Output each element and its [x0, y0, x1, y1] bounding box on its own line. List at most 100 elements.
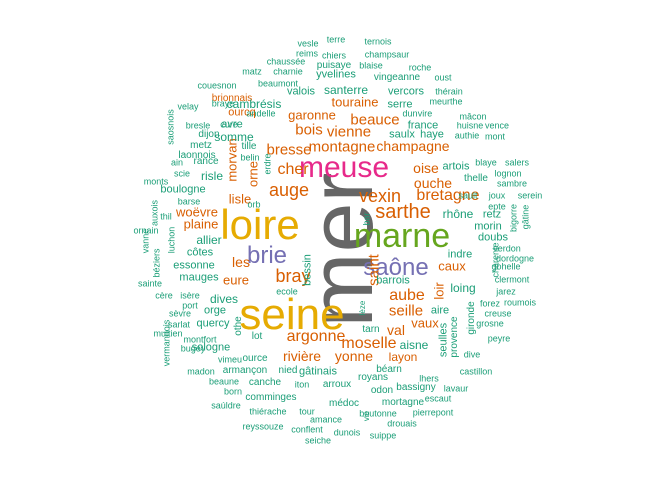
word: castillon: [459, 366, 493, 377]
word: meurthe: [429, 96, 463, 107]
word: reims: [296, 48, 318, 59]
word: vie: [362, 410, 371, 422]
word: bessin: [301, 254, 314, 286]
word: bresse: [266, 141, 312, 159]
word: oust: [434, 72, 452, 83]
word: clermont: [494, 274, 530, 285]
word: cère: [155, 290, 173, 301]
word: médoc: [328, 398, 360, 409]
word: vesle: [297, 38, 319, 49]
word: huisne: [456, 120, 484, 131]
word: orb: [247, 199, 261, 210]
word: reyssouze: [242, 421, 284, 432]
word: charnie: [273, 66, 303, 77]
word: eure: [222, 272, 250, 288]
word: lot: [251, 331, 263, 342]
word: aisne: [399, 338, 429, 352]
word: bray: [275, 266, 311, 286]
word: saône: [363, 254, 429, 281]
word: indre: [447, 248, 473, 261]
word: laonnois: [178, 150, 216, 161]
word: barrois: [376, 274, 410, 287]
word: rance: [193, 156, 219, 167]
word: peyre: [487, 333, 511, 344]
word: amance: [309, 414, 343, 425]
word: bretagne: [416, 187, 480, 204]
word: iton: [294, 379, 310, 390]
word: morvan: [224, 138, 240, 182]
word: retz: [482, 208, 502, 221]
word: sarthe: [375, 201, 431, 223]
word: couesnon: [197, 80, 237, 91]
word: haye: [420, 128, 444, 141]
word: doubs: [478, 231, 508, 244]
word: gironde: [466, 301, 477, 335]
word: avre: [221, 118, 243, 131]
word: mortagne: [381, 397, 425, 408]
word: charente: [490, 242, 501, 278]
word: monts: [143, 176, 169, 187]
word: artois: [442, 160, 470, 173]
word: forez: [479, 298, 501, 309]
word: bresle: [185, 120, 211, 131]
word: lognon: [494, 168, 522, 179]
word: vaux: [411, 315, 439, 331]
word: beaumont: [257, 78, 299, 89]
word: blaise: [359, 60, 383, 71]
word: chiers: [321, 50, 347, 61]
word: armançon: [222, 365, 268, 376]
word: boulogne: [160, 183, 206, 196]
word: serre: [387, 98, 413, 111]
word: ornain: [133, 225, 159, 236]
word: nied: [278, 365, 298, 376]
word: yvelines: [316, 68, 356, 81]
word: drouais: [387, 418, 417, 429]
word: france: [407, 119, 439, 132]
word: santerre: [323, 83, 369, 97]
word: belin: [240, 152, 260, 163]
word: seulles: [437, 322, 450, 358]
word: caux: [438, 258, 466, 274]
word: creuse: [484, 308, 512, 319]
word: seille: [388, 302, 424, 320]
word: arroux: [322, 379, 352, 390]
word: royans: [357, 372, 389, 383]
word: comminges: [245, 392, 297, 403]
word: allier: [196, 233, 222, 247]
word: vermandois: [161, 319, 172, 367]
word: sainte: [137, 278, 163, 289]
word: lisle: [228, 191, 252, 207]
word: touraine: [331, 94, 379, 110]
word: cher: [277, 161, 309, 178]
word: gâtinais: [299, 365, 337, 378]
word: isère: [180, 290, 200, 301]
word: roche: [408, 62, 432, 73]
word: auxois: [149, 199, 160, 227]
word: othe: [233, 316, 244, 336]
word: mauges: [179, 271, 219, 284]
word: béziers: [151, 248, 162, 278]
word: vienne: [326, 123, 372, 141]
word: bugey: [180, 343, 206, 354]
word: bois: [295, 121, 323, 139]
word: plaine: [183, 216, 219, 232]
word: montfort: [183, 334, 217, 345]
word: moselle: [341, 335, 397, 352]
word: ouche: [413, 175, 453, 191]
word: dordogne: [495, 253, 535, 264]
word: erdre: [262, 153, 273, 175]
word: ecole: [276, 286, 298, 297]
word: terre: [326, 34, 346, 45]
word: puisaye: [316, 60, 352, 71]
word: loing: [450, 281, 476, 295]
word: gâtine: [520, 204, 531, 230]
word: braye: [211, 98, 235, 109]
word: dive: [463, 349, 481, 360]
word: meuse: [298, 151, 390, 184]
word: bigorre: [508, 203, 519, 233]
word: thil: [160, 211, 172, 222]
word: madon: [187, 366, 215, 377]
word: matz: [242, 66, 262, 77]
word: vimeu: [217, 354, 243, 365]
